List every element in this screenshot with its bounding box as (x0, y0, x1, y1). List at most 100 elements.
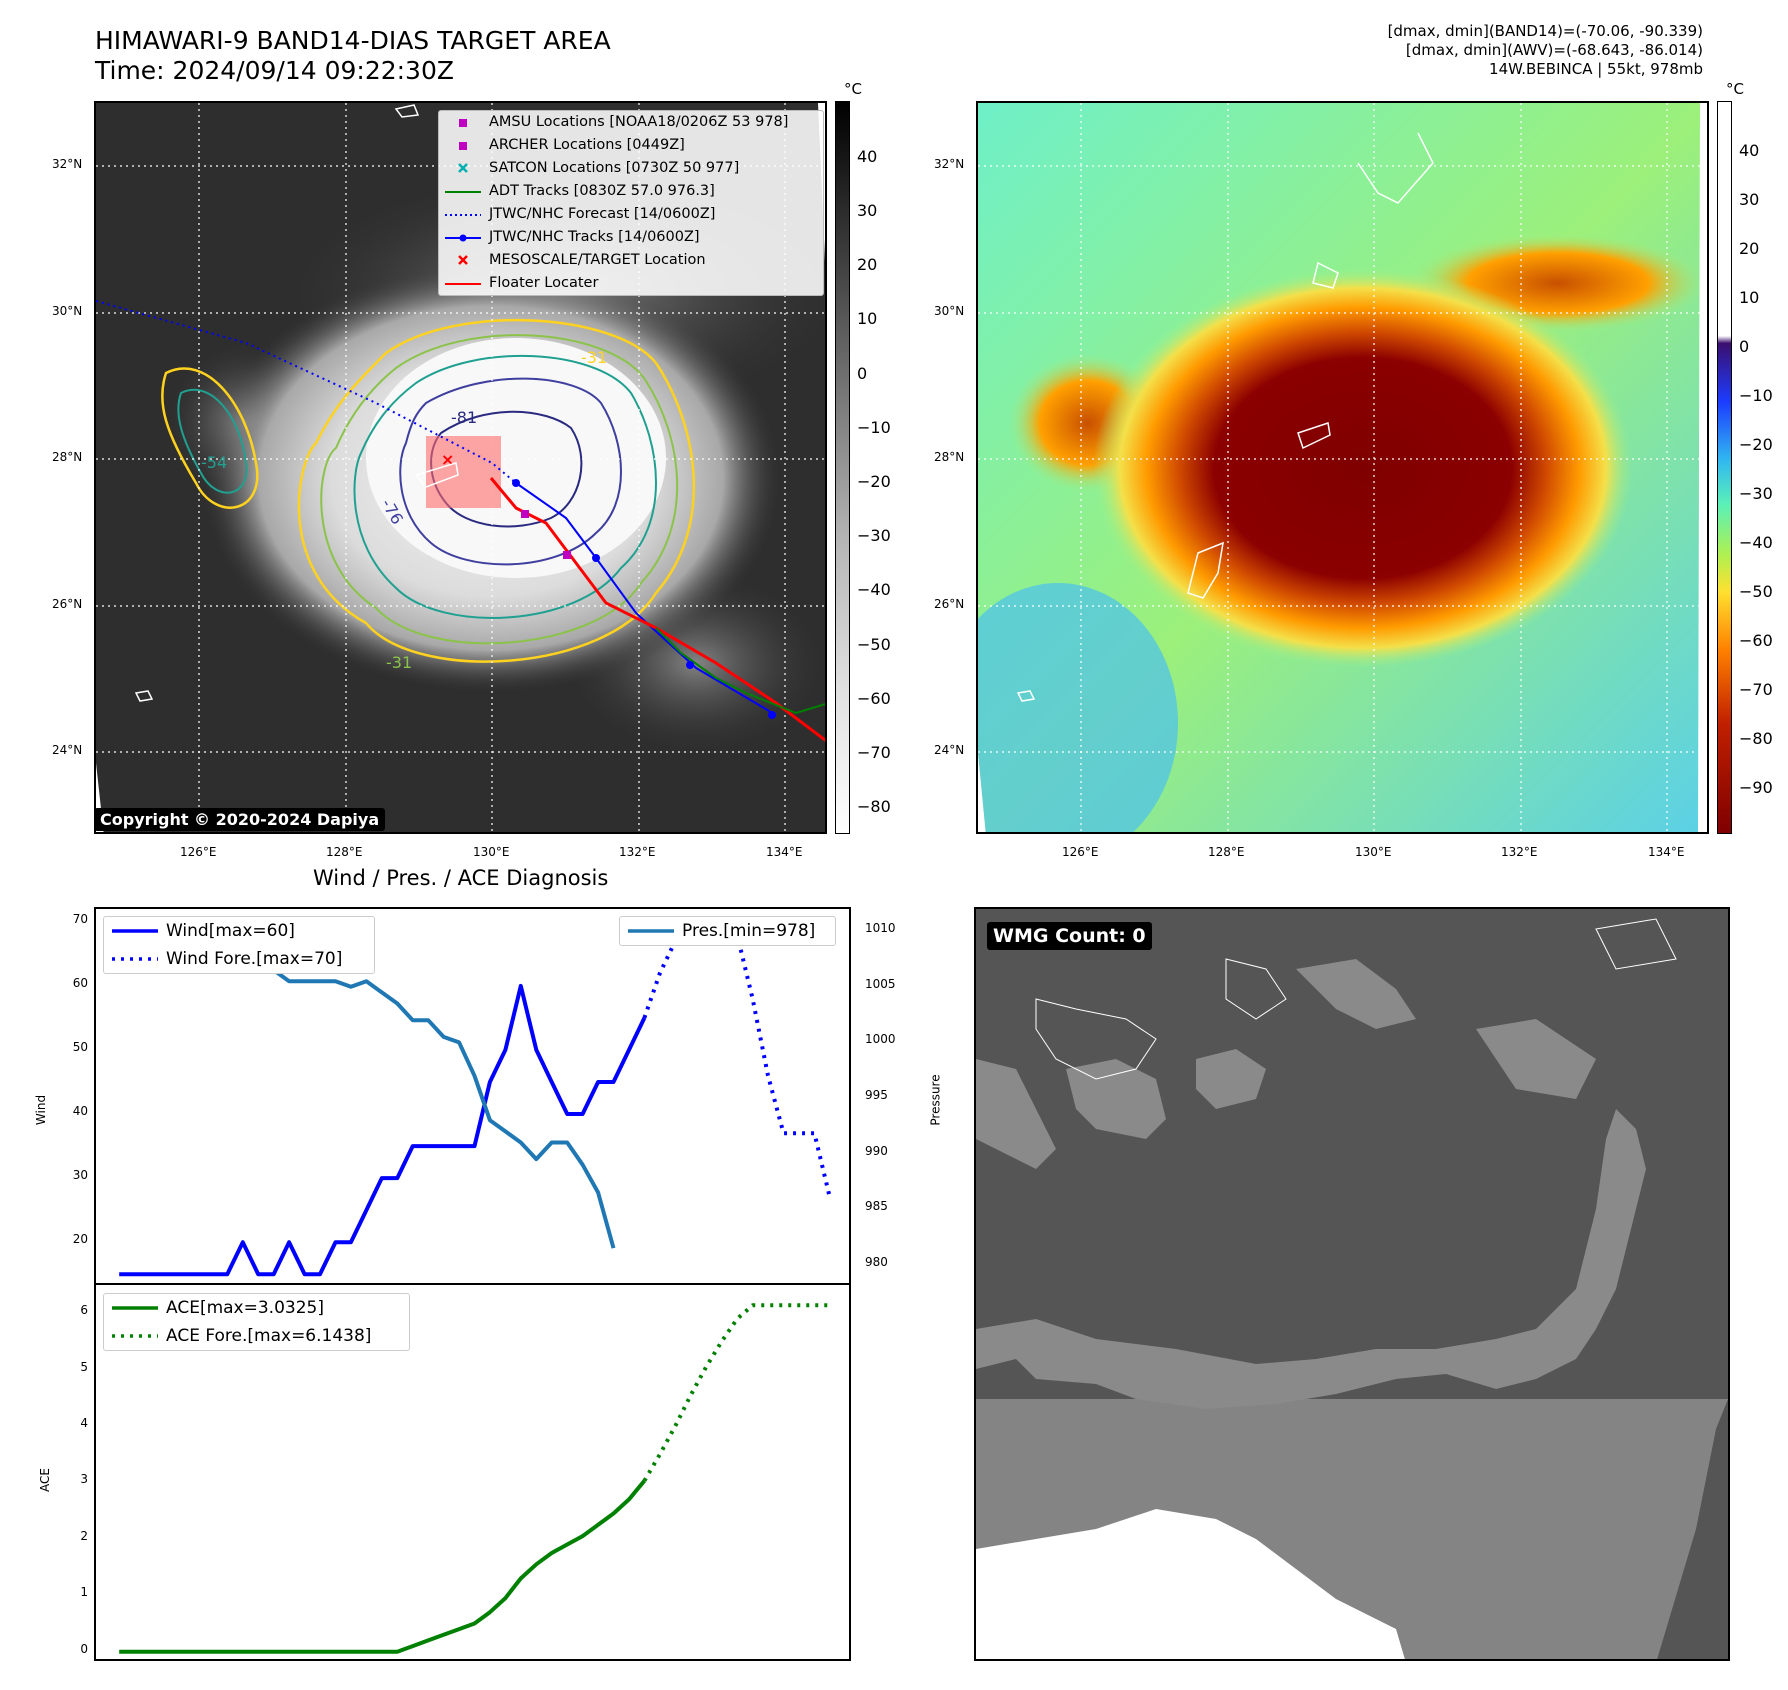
left-cb-tick-0: 0 (857, 364, 868, 383)
awv-lat-label-24n: 24°N (934, 743, 965, 757)
legend-archer-label: ARCHER Locations [0449Z] (489, 137, 685, 153)
title-line2: Time: 2024/09/14 09:22:30Z (95, 56, 454, 85)
right-cb-tick-m80: −80 (1739, 729, 1773, 748)
awv-map (978, 103, 1707, 832)
awv-lon-label-126e: 126°E (1062, 845, 1099, 859)
wind-line (119, 983, 647, 1277)
legend-archer: ARCHER Locations [0449Z] (439, 134, 823, 157)
pressure-tick-1005: 1005 (865, 976, 896, 991)
ace-tick-1: 1 (80, 1585, 88, 1600)
archer-location (521, 510, 529, 518)
contour-label-81: -81 (451, 408, 477, 427)
lat-label-26n: 26°N (52, 597, 83, 611)
wmg-coastline (1035, 918, 1677, 1080)
left-cb-tick-10: 10 (857, 309, 878, 328)
right-colorbar (1717, 101, 1732, 834)
right-cb-tick-10: 10 (1739, 288, 1760, 307)
right-cb-tick-m60: −60 (1739, 631, 1773, 650)
left-cb-tick-m10: −10 (857, 418, 891, 437)
contour-31-west (161, 367, 259, 509)
stats-header: [dmax, dmin](BAND14)=(-70.06, -90.339) [… (1388, 22, 1703, 79)
lat-label-28n: 28°N (52, 450, 83, 464)
wind-tick-30: 30 (72, 1168, 88, 1183)
jtwc-track-points (512, 479, 776, 719)
legend-floater: Floater Locater (439, 272, 823, 295)
legend-mesoscale: MESOSCALE/TARGET Location (439, 249, 823, 272)
contour-54 (353, 354, 657, 619)
left-cb-tick-m50: −50 (857, 635, 891, 654)
wmg-count-badge: WMG Count: 0 (987, 922, 1152, 950)
right-cb-tick-30: 30 (1739, 190, 1760, 209)
diagnosis-title: Wind / Pres. / ACE Diagnosis (313, 866, 609, 890)
lon-label-132e: 132°E (619, 845, 656, 859)
wind-tick-60: 60 (72, 975, 88, 990)
figure-title: HIMAWARI-9 BAND14-DIAS TARGET AREA Time:… (95, 26, 611, 86)
awv-lon-label-134e: 134°E (1648, 845, 1685, 859)
ace-chart (119, 1303, 830, 1654)
line-icon (445, 180, 481, 203)
legend-amsu-label: AMSU Locations [NOAA18/0206Z 53 978] (489, 114, 789, 130)
legend-wind-fore-label: Wind Fore.[max=70] (166, 949, 343, 969)
awv-lat-label-28n: 28°N (934, 450, 965, 464)
pressure-legend: Pres.[min=978] (619, 916, 836, 946)
wmg-white-region (976, 1509, 1405, 1659)
pressure-tick-980: 980 (865, 1254, 888, 1269)
jtwc-track (515, 482, 777, 716)
ir-legend: AMSU Locations [NOAA18/0206Z 53 978] ARC… (438, 110, 824, 296)
lon-label-130e: 130°E (473, 845, 510, 859)
awv-lon-label-128e: 128°E (1208, 845, 1245, 859)
wind-tick-50: 50 (72, 1039, 88, 1054)
legend-jtwc-forecast: JTWC/NHC Forecast [14/0600Z] (439, 203, 823, 226)
right-cb-tick-m40: −40 (1739, 533, 1773, 552)
ace-legend: ACE[max=3.0325] ACE Fore.[max=6.1438] (103, 1293, 410, 1351)
right-colorbar-unit: °C (1726, 80, 1744, 98)
legend-jtwc-tracks-label: JTWC/NHC Tracks [14/0600Z] (489, 229, 700, 245)
wmg-gray-patches (976, 959, 1596, 1169)
awv-lat-label-30n: 30°N (934, 304, 965, 318)
awv-range: [dmax, dmin](AWV)=(-68.643, -86.014) (1405, 41, 1703, 59)
line-icon (112, 917, 158, 945)
legend-wind-label: Wind[max=60] (166, 921, 295, 941)
x-marker-icon (445, 157, 481, 180)
pressure-tick-990: 990 (865, 1143, 888, 1158)
pressure-tick-985: 985 (865, 1199, 888, 1214)
legend-satcon: SATCON Locations [0730Z 50 977] (439, 157, 823, 180)
pressure-line (118, 929, 616, 1249)
contour-54-west (177, 388, 248, 494)
ace-axis-label: ACE (37, 1468, 52, 1492)
legend-ace-label: ACE[max=3.0325] (166, 1298, 324, 1318)
lat-label-24n: 24°N (52, 743, 83, 757)
ace-tick-4: 4 (80, 1416, 88, 1431)
band14-range: [dmax, dmin](BAND14)=(-70.06, -90.339) (1387, 22, 1703, 40)
right-cb-tick-40: 40 (1739, 141, 1760, 160)
left-cb-tick-40: 40 (857, 147, 878, 166)
wind-axis-label: Wind (34, 1094, 49, 1126)
pressure-tick-1000: 1000 (865, 1032, 896, 1047)
legend-ace-fore-label: ACE Fore.[max=6.1438] (166, 1326, 372, 1346)
title-line1: HIMAWARI-9 BAND14-DIAS TARGET AREA (95, 26, 611, 55)
wind-forecast-line (642, 919, 832, 1198)
right-cb-tick-m90: −90 (1739, 778, 1773, 797)
legend-jtwc-forecast-label: JTWC/NHC Forecast [14/0600Z] (489, 206, 716, 222)
legend-amsu: AMSU Locations [NOAA18/0206Z 53 978] (439, 111, 823, 134)
ace-line (119, 1479, 646, 1654)
awv-graticule (978, 103, 1707, 832)
ace-panel (94, 1283, 851, 1661)
ir-map: × -81 -76 -54 -31 -31 (96, 103, 825, 832)
pressure-tick-1010: 1010 (865, 921, 896, 936)
line-icon (628, 917, 674, 945)
right-cb-tick-m50: −50 (1739, 582, 1773, 601)
legend-ace-fore: ACE Fore.[max=6.1438] (104, 1322, 409, 1350)
right-cb-tick-m20: −20 (1739, 435, 1773, 454)
wmg-map (976, 909, 1728, 1659)
line-icon (445, 272, 481, 295)
contour-31 (297, 318, 696, 663)
left-colorbar (835, 101, 850, 834)
amsu-location (563, 551, 571, 559)
wind-tick-20: 20 (72, 1232, 88, 1247)
right-cb-tick-0: 0 (1739, 337, 1750, 356)
left-cb-tick-m70: −70 (857, 743, 891, 762)
dotted-line-icon (112, 1322, 158, 1350)
square-icon (445, 111, 481, 134)
right-cb-tick-20: 20 (1739, 239, 1760, 258)
